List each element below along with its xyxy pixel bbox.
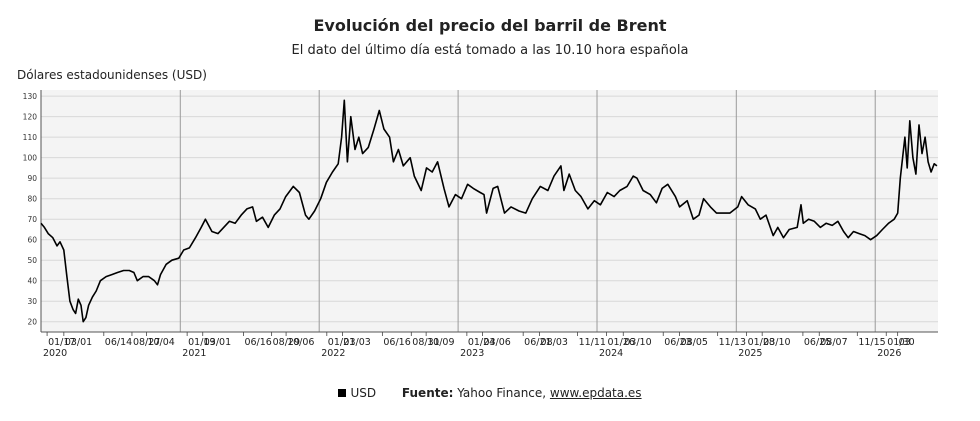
y-tick-label: 60 (27, 236, 37, 245)
source-link[interactable]: www.epdata.es (549, 386, 642, 400)
chart-title: Evolución del precio del barril de Brent (313, 16, 667, 35)
x-tick-label: 03/10 (763, 337, 790, 348)
x-tick-label: 10/06 (287, 337, 314, 348)
x-tick-label: 03/01 (65, 337, 92, 348)
x-year-label: 2021 (182, 348, 206, 359)
x-tick-label: 01/19 (188, 337, 215, 348)
y-tick-label: 40 (27, 277, 37, 286)
x-tick-label: 11/13 (719, 337, 746, 348)
x-tick-label: 06/23 (664, 337, 691, 348)
x-tick-label: 01/24 (468, 337, 495, 348)
series-line-usd (40, 99, 938, 323)
y-tick-label: 80 (27, 195, 37, 204)
x-tick-label: 11/15 (858, 337, 885, 348)
x-year-label: 2024 (599, 348, 623, 359)
plot-background (41, 90, 938, 332)
x-tick-label: 06/25 (804, 337, 831, 348)
x-tick-label: 08/07 (820, 337, 847, 348)
source-text: Yahoo Finance, (457, 386, 547, 400)
x-tick-label: 03 (899, 337, 911, 348)
chart-legend: USD Fuente: Yahoo Finance, www.epdata.es (0, 386, 980, 400)
x-year-label: 2023 (460, 348, 484, 359)
x-tick-label: 08/03 (541, 337, 568, 348)
x-tick-label: 06/21 (524, 337, 551, 348)
legend-swatch-usd (338, 389, 347, 397)
x-tick-label: 11/11 (579, 337, 606, 348)
x-year-label: 2026 (877, 348, 901, 359)
x-tick-label: 03/01 (204, 337, 231, 348)
x-tick-label: 01/21 (328, 337, 355, 348)
x-tick-label: 01/26 (608, 337, 635, 348)
x-tick-label: 06/16 (383, 337, 410, 348)
x-tick-label: 08/29 (273, 337, 300, 348)
y-tick-label: 50 (27, 256, 37, 265)
x-tick-label: 01/17 (48, 337, 75, 348)
x-year-label: 2020 (43, 348, 67, 359)
source-label: Fuente: (401, 386, 454, 400)
legend-label-usd: USD (350, 386, 377, 400)
x-tick-label: 08/31 (412, 337, 439, 348)
x-year-label: 2022 (321, 348, 345, 359)
y-tick-label: 130 (23, 92, 38, 101)
y-tick-label: 90 (27, 174, 37, 183)
y-tick-label: 30 (27, 297, 37, 306)
x-tick-label: 06/14 (105, 337, 132, 348)
y-tick-label: 20 (27, 318, 37, 327)
x-tick-label: 01/30 (887, 337, 914, 348)
x-tick-label: 03/06 (483, 337, 510, 348)
y-tick-label: 70 (27, 215, 37, 224)
x-year-label: 2025 (738, 348, 762, 359)
y-tick-label: 100 (23, 154, 38, 163)
x-tick-label: 06/16 (244, 337, 271, 348)
x-tick-label: 03/10 (624, 337, 651, 348)
x-tick-label: 03/03 (343, 337, 370, 348)
x-tick-label: 01/28 (748, 337, 775, 348)
x-tick-label: 08/05 (681, 337, 708, 348)
x-tick-label: 08/27 (133, 337, 160, 348)
x-tick-label: 10/09 (427, 337, 454, 348)
y-axis-label: Dólares estadounidenses (USD) (17, 68, 207, 82)
y-tick-label: 120 (23, 113, 38, 122)
y-tick-label: 110 (23, 133, 38, 142)
x-tick-label: 10/04 (147, 337, 174, 348)
chart-subtitle: El dato del último día está tomado a las… (291, 43, 689, 58)
